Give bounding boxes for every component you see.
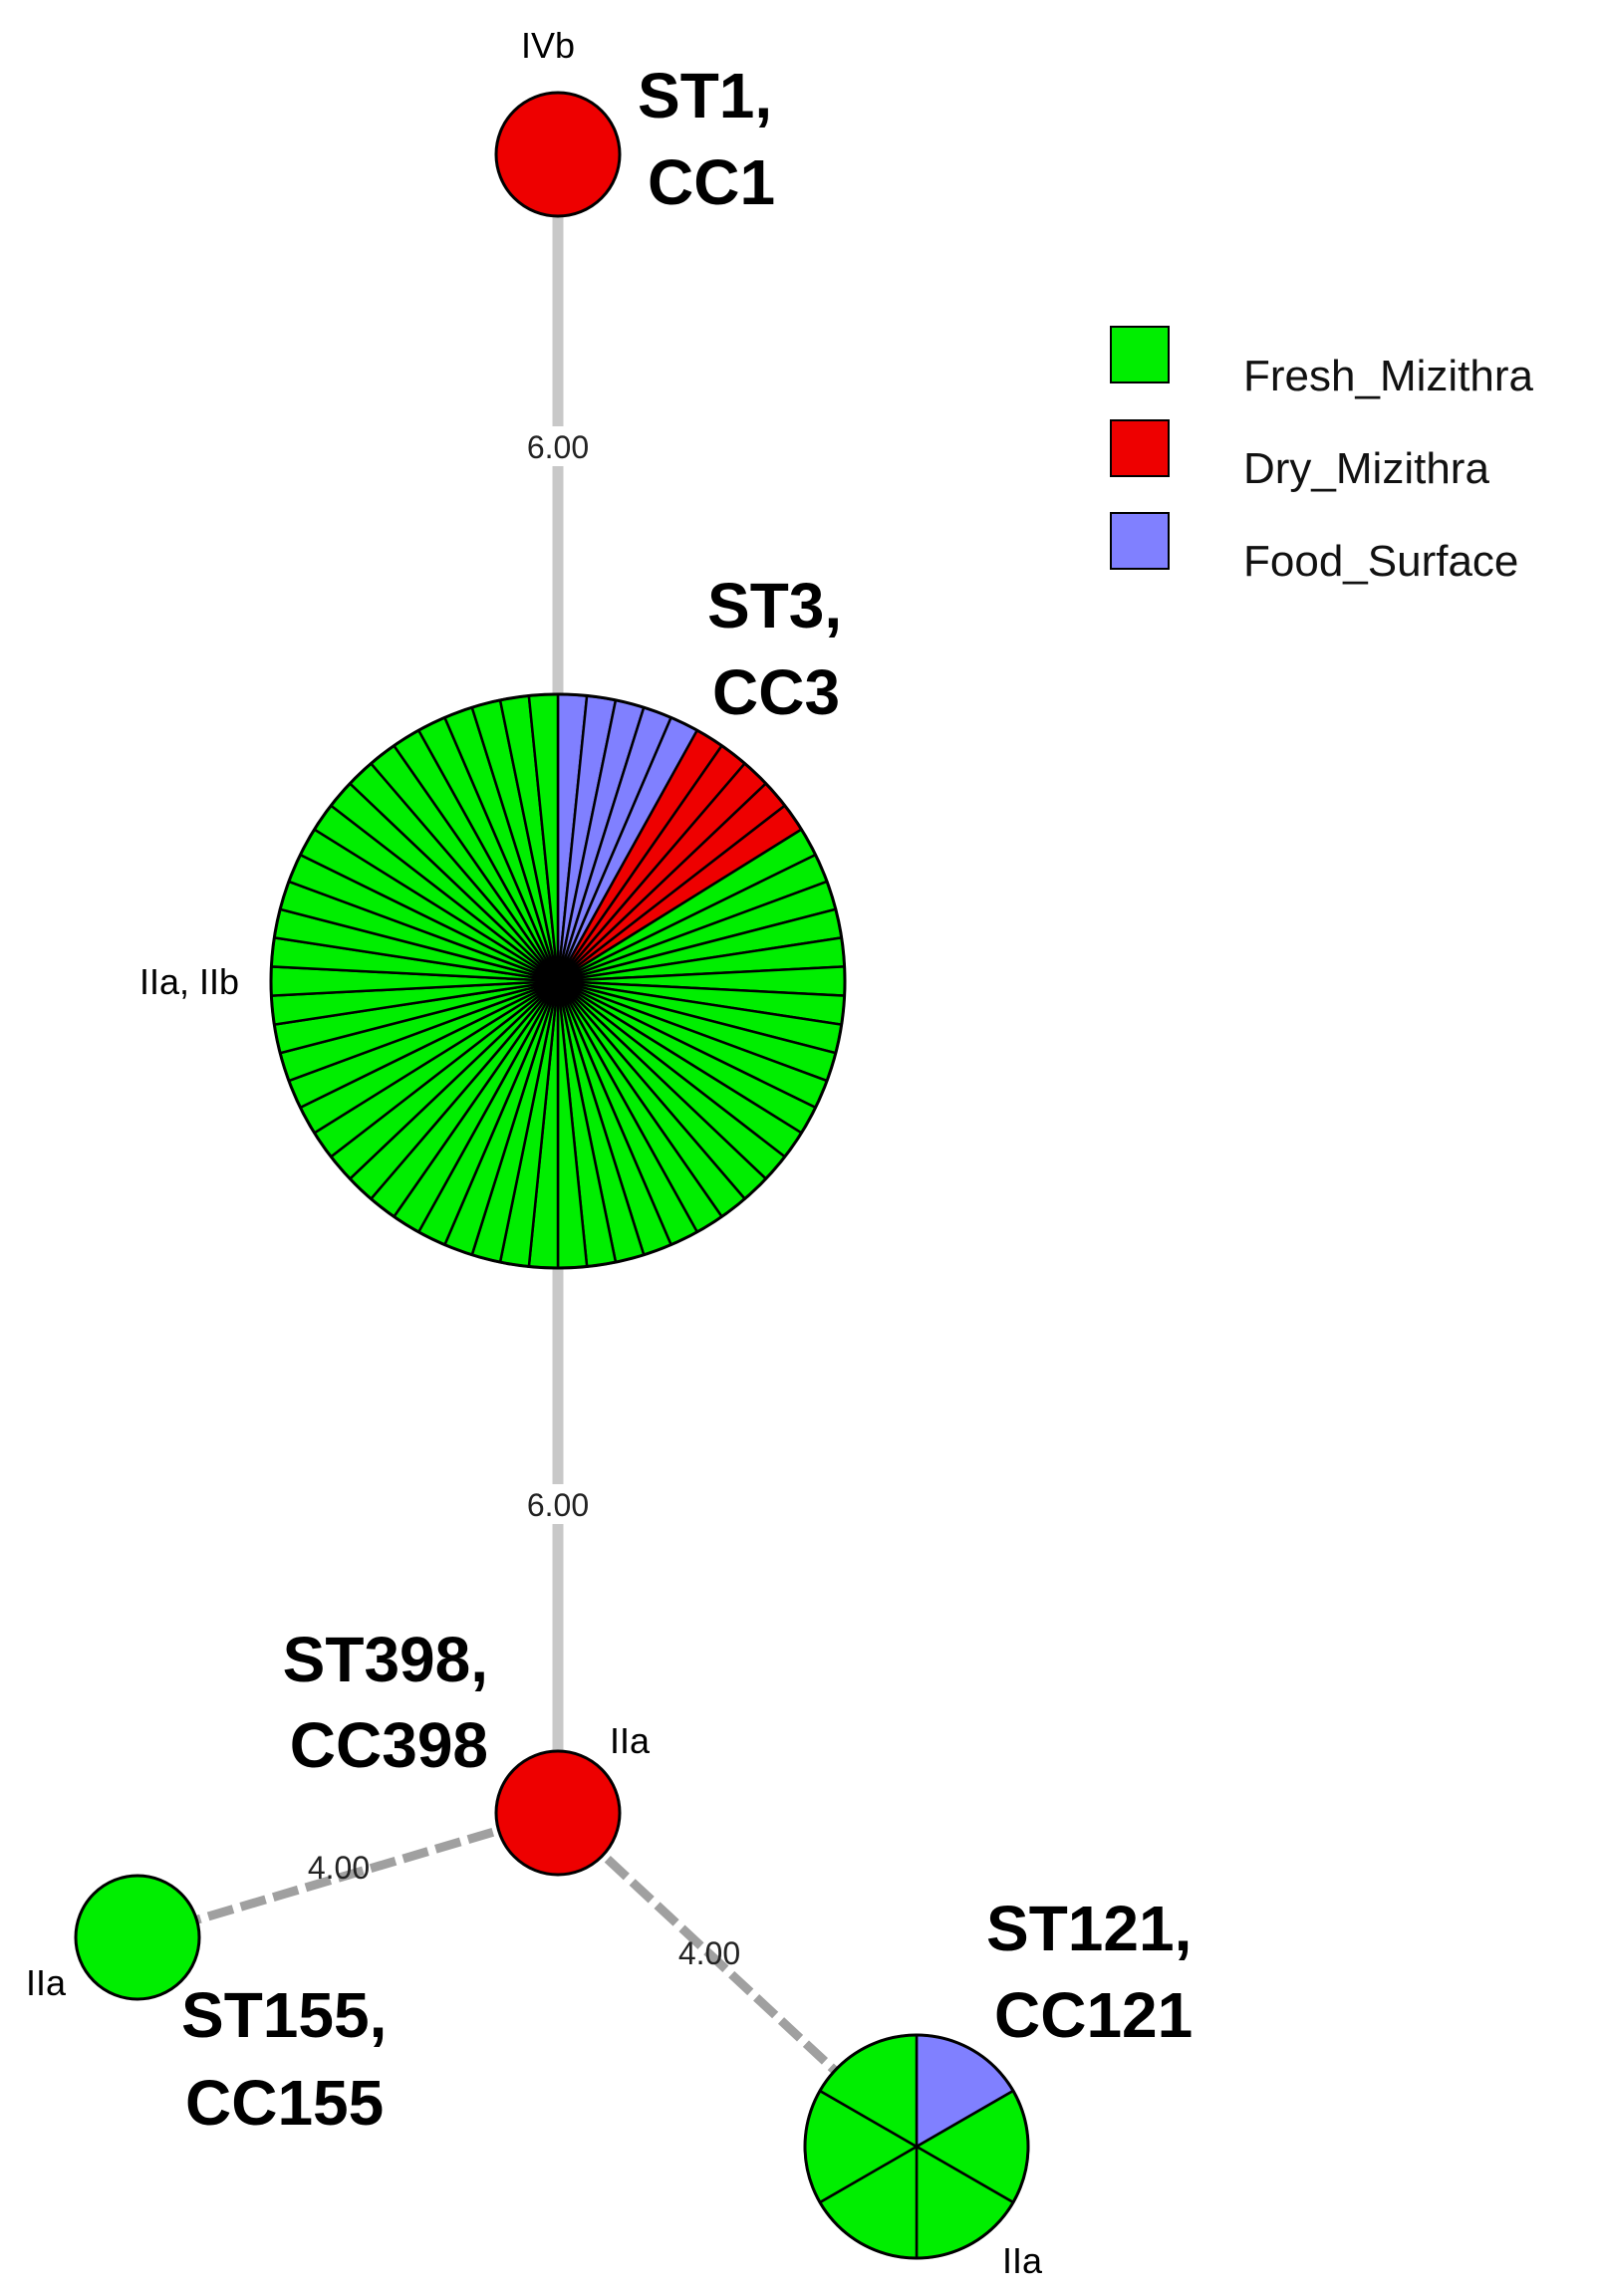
- st398-st-label: ST398,: [283, 1624, 488, 1695]
- st121-st-label: ST121,: [986, 1893, 1192, 1964]
- st3-st-label: ST3,: [707, 570, 842, 641]
- st155-st-label: ST155,: [181, 1979, 387, 2051]
- edge-label-st1-st3: 6.00: [527, 429, 589, 465]
- st1-serotype: IVb: [521, 25, 575, 66]
- st121-node-outline: [803, 2033, 1030, 2260]
- st398-serotype: IIa: [610, 1720, 651, 1761]
- node-st1[interactable]: [494, 91, 622, 218]
- st1-cc-label: CC1: [648, 146, 775, 218]
- node-st121[interactable]: [803, 2033, 1030, 2260]
- st121-cc-label: CC121: [994, 1979, 1193, 2051]
- st155-node-circle: [74, 1874, 201, 2001]
- st3-serotype: IIa, IIb: [139, 961, 239, 1002]
- legend-swatch-dry: [1110, 419, 1170, 477]
- edge-st398-st155: [135, 1808, 560, 1942]
- legend: Fresh_Mizithra Dry_Mizithra Food_Surface: [1110, 326, 1533, 586]
- node-st155[interactable]: [74, 1874, 201, 2001]
- edge-label-st3-st398: 6.00: [527, 1487, 589, 1523]
- st1-node-circle: [494, 91, 622, 218]
- st398-node-circle: [494, 1749, 622, 1877]
- st155-cc-label: CC155: [185, 2067, 384, 2139]
- st1-st-label: ST1,: [638, 60, 772, 131]
- legend-label-dry: Dry_Mizithra: [1243, 444, 1489, 493]
- st398-cc-label: CC398: [290, 1709, 488, 1781]
- legend-swatch-food: [1110, 512, 1170, 570]
- st121-serotype: IIa: [1002, 2240, 1043, 2281]
- legend-swatch-fresh: [1110, 326, 1170, 383]
- legend-label-food: Food_Surface: [1243, 537, 1518, 586]
- st3-node-outline: [269, 692, 847, 1270]
- st155-serotype: IIa: [26, 1962, 67, 2003]
- node-st3[interactable]: [269, 692, 847, 1270]
- st3-cc-label: CC3: [712, 656, 840, 728]
- edge-label-st398-st121: 4.00: [678, 1935, 740, 1971]
- edge-label-st398-st155: 4.00: [308, 1850, 370, 1886]
- edge-labels: 6.00 6.00 4.00 4.00: [308, 426, 740, 1971]
- node-st398[interactable]: [494, 1749, 622, 1877]
- legend-label-fresh: Fresh_Mizithra: [1243, 352, 1533, 400]
